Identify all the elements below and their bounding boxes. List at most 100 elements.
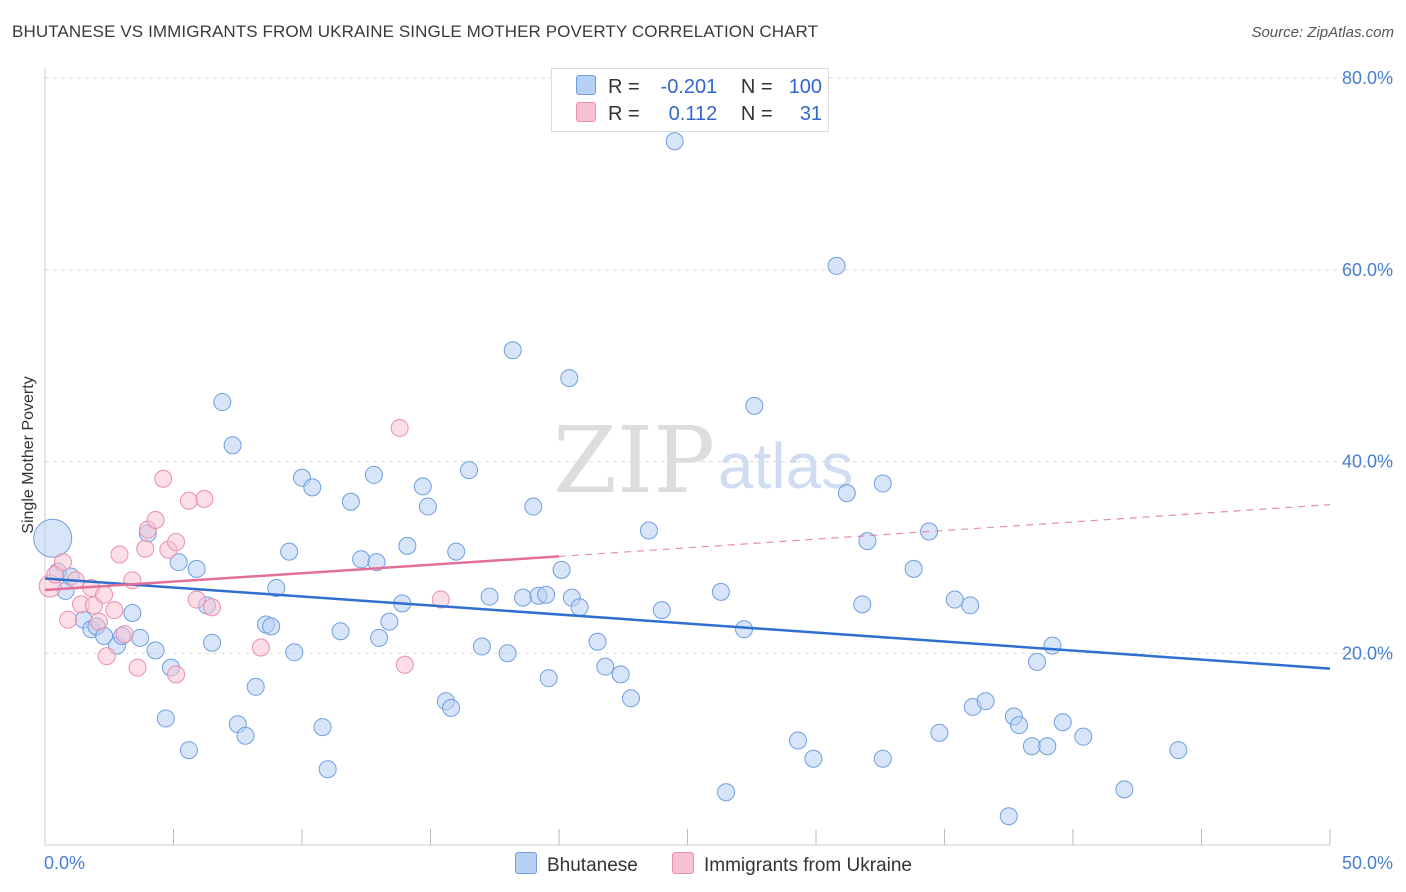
bhutanese-point: [267, 579, 286, 598]
bhutanese-point: [999, 807, 1018, 826]
bhutanese-point: [480, 587, 499, 606]
bhutanese-point: [524, 497, 543, 516]
legend-swatch-pink: [576, 102, 596, 122]
y-tick-label: 40.0%: [1342, 452, 1393, 472]
watermark-atlas: atlas: [718, 430, 853, 502]
bhutanese-point: [945, 590, 964, 609]
bottom-legend-label: Immigrants from Ukraine: [704, 855, 912, 876]
ukraine-point: [128, 658, 147, 677]
legend-r-value: -0.201: [660, 76, 718, 98]
ukraine-point: [154, 469, 173, 488]
ukraine-point: [195, 489, 214, 508]
bhutanese-point: [1169, 741, 1188, 760]
bhutanese-point: [498, 644, 517, 663]
stats-legend: R = -0.201 N = 100 R = 0.112 N = 31: [551, 68, 829, 132]
legend-row-bhutanese: R = -0.201 N = 100: [576, 75, 822, 99]
bhutanese-point: [203, 633, 222, 652]
bhutanese-point: [1115, 780, 1134, 799]
source-label: Source: ZipAtlas.com: [1251, 24, 1394, 41]
bhutanese-point: [717, 783, 736, 802]
bhutanese-point: [976, 692, 995, 711]
bhutanese-point: [537, 585, 556, 604]
ukraine-point: [167, 533, 186, 552]
ukraine-trend-line: [44, 555, 560, 592]
bhutanese-point: [611, 665, 630, 684]
bhutanese-point: [33, 518, 73, 558]
ukraine-point: [167, 665, 186, 684]
bhutanese-point: [146, 641, 165, 660]
ukraine-point: [105, 601, 124, 620]
bhutanese-point: [1010, 716, 1029, 735]
bhutanese-point: [858, 532, 877, 551]
bhutanese-point: [418, 497, 437, 516]
ukraine-point: [53, 553, 72, 572]
watermark: ZIP atlas: [553, 407, 853, 514]
bhutanese-point: [169, 553, 188, 572]
ukraine-point: [95, 585, 114, 604]
bhutanese-point: [460, 461, 479, 480]
ukraine-point: [115, 625, 134, 644]
legend-r-value: 0.112: [668, 103, 718, 125]
legend-r-label: R =: [608, 76, 640, 98]
bhutanese-point: [539, 669, 558, 688]
bhutanese-point: [552, 560, 571, 579]
grid-lines: [45, 77, 1393, 654]
y-tick-label: 20.0%: [1342, 643, 1393, 663]
bhutanese-point: [398, 536, 417, 555]
bhutanese-point: [596, 657, 615, 676]
bhutanese-point: [280, 542, 299, 561]
ukraine-point: [251, 638, 270, 657]
bhutanese-point: [804, 749, 823, 768]
ukraine-point: [431, 590, 450, 609]
bhutanese-point: [380, 612, 399, 631]
bhutanese-point: [131, 628, 150, 647]
bottom-legend-bhutanese: Bhutanese: [515, 852, 638, 877]
bhutanese-point: [1053, 713, 1072, 732]
ukraine-point: [390, 418, 409, 437]
legend-r-label: R =: [608, 103, 640, 125]
legend-n-value: 31: [799, 103, 823, 125]
tick-labels: 20.0% 40.0% 60.0% 80.0% 0.0% 50.0%: [44, 68, 1393, 873]
legend-n-label: N =: [740, 76, 773, 98]
bhutanese-point: [514, 588, 533, 607]
bhutanese-point: [873, 749, 892, 768]
ukraine-trend-extension: [558, 504, 1331, 558]
bhutanese-point: [735, 620, 754, 639]
y-axis-label: Single Mother Poverty: [20, 376, 37, 533]
bhutanese-point: [853, 595, 872, 614]
trend-lines: [44, 504, 1331, 670]
bhutanese-point: [447, 542, 466, 561]
bhutanese-point: [503, 341, 522, 360]
bhutanese-point: [621, 689, 640, 708]
bhutanese-point: [665, 132, 684, 151]
ukraine-point: [203, 598, 222, 617]
y-tick-label: 80.0%: [1342, 68, 1393, 88]
chart-title: BHUTANESE VS IMMIGRANTS FROM UKRAINE SIN…: [12, 22, 819, 41]
bhutanese-point: [442, 698, 461, 717]
ukraine-point: [110, 545, 129, 564]
bhutanese-point: [341, 492, 360, 511]
bottom-legend-swatch-blue: [515, 852, 537, 874]
bhutanese-point: [639, 521, 658, 540]
ukraine-point: [123, 571, 142, 590]
bhutanese-point: [745, 396, 764, 415]
bottom-legend-swatch-pink: [672, 852, 694, 874]
bhutanese-point: [352, 550, 371, 569]
bottom-legend-ukraine: Immigrants from Ukraine: [672, 852, 912, 877]
bhutanese-point: [313, 718, 332, 737]
bhutanese-point: [1074, 727, 1093, 746]
legend-n-value: 100: [788, 76, 823, 98]
bhutanese-point: [652, 601, 671, 620]
bhutanese-point: [827, 256, 846, 275]
x-tick-label-end: 50.0%: [1342, 853, 1393, 873]
legend-row-ukraine: R = 0.112 N = 31: [576, 102, 822, 126]
bhutanese-point: [1038, 737, 1057, 756]
ukraine-point: [187, 590, 206, 609]
bhutanese-point: [1043, 636, 1062, 655]
watermark-zip: ZIP: [553, 407, 715, 514]
bhutanese-point: [179, 741, 198, 760]
ukraine-point: [97, 647, 116, 666]
bhutanese-point: [588, 632, 607, 651]
ukraine-point: [89, 612, 108, 631]
